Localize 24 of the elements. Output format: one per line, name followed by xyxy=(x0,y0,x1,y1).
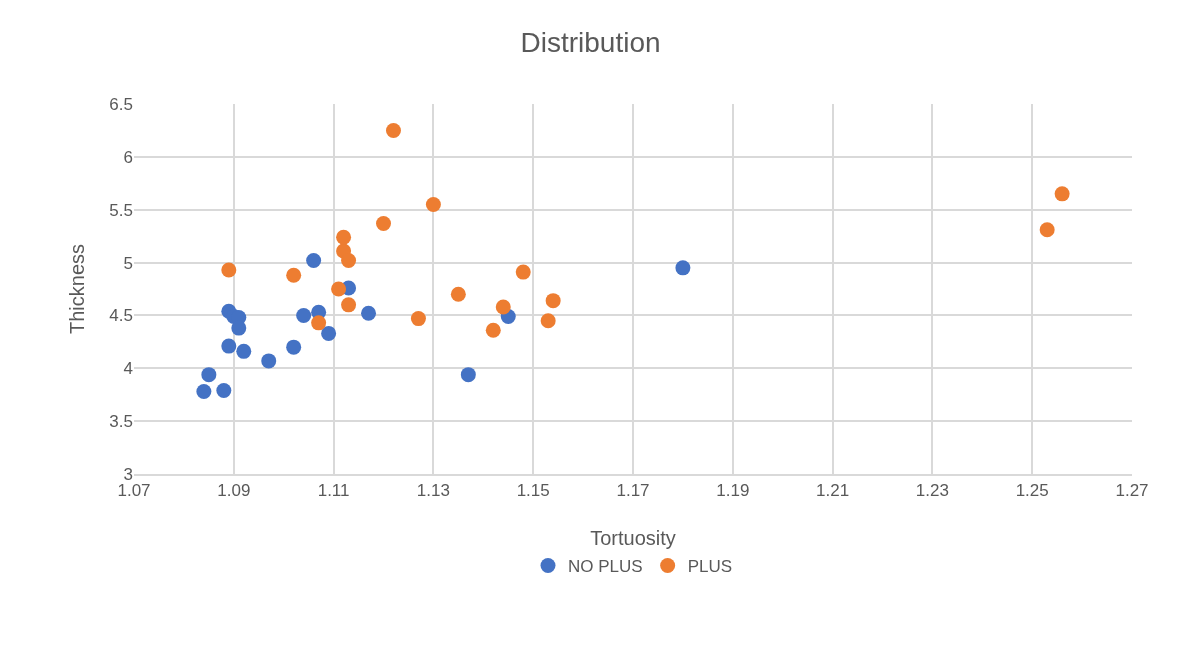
y-tick-label: 5 xyxy=(123,253,133,273)
x-tick-label: 1.19 xyxy=(716,481,750,501)
y-tick-label: 6.5 xyxy=(109,94,133,114)
x-tick-label: 1.25 xyxy=(1015,481,1049,501)
x-tick-label: 1.09 xyxy=(217,481,251,501)
y-tick-label: 6 xyxy=(123,147,133,167)
x-tick-label: 1.23 xyxy=(915,481,949,501)
x-tick-label: 1.21 xyxy=(816,481,850,501)
legend-label: PLUS xyxy=(687,557,733,577)
chart-title: Distribution xyxy=(520,27,661,59)
legend-label: NO PLUS xyxy=(568,557,643,577)
x-axis-title: Tortuosity xyxy=(590,527,676,549)
x-tick-label: 1.27 xyxy=(1115,481,1149,501)
y-tick-label: 5.5 xyxy=(109,200,133,220)
x-tick-label: 1.15 xyxy=(516,481,550,501)
x-tick-label: 1.17 xyxy=(616,481,650,501)
x-tick-label: 1.13 xyxy=(416,481,450,501)
y-tick-label: 4.5 xyxy=(109,306,133,326)
x-tick-label: 1.11 xyxy=(317,481,350,501)
y-tick-label: 3 xyxy=(123,464,133,484)
y-tick-label: 3.5 xyxy=(109,412,133,432)
y-tick-label: 4 xyxy=(123,359,133,379)
x-tick-label: 1.07 xyxy=(117,481,151,501)
y-axis-title: Thickness xyxy=(66,243,88,335)
